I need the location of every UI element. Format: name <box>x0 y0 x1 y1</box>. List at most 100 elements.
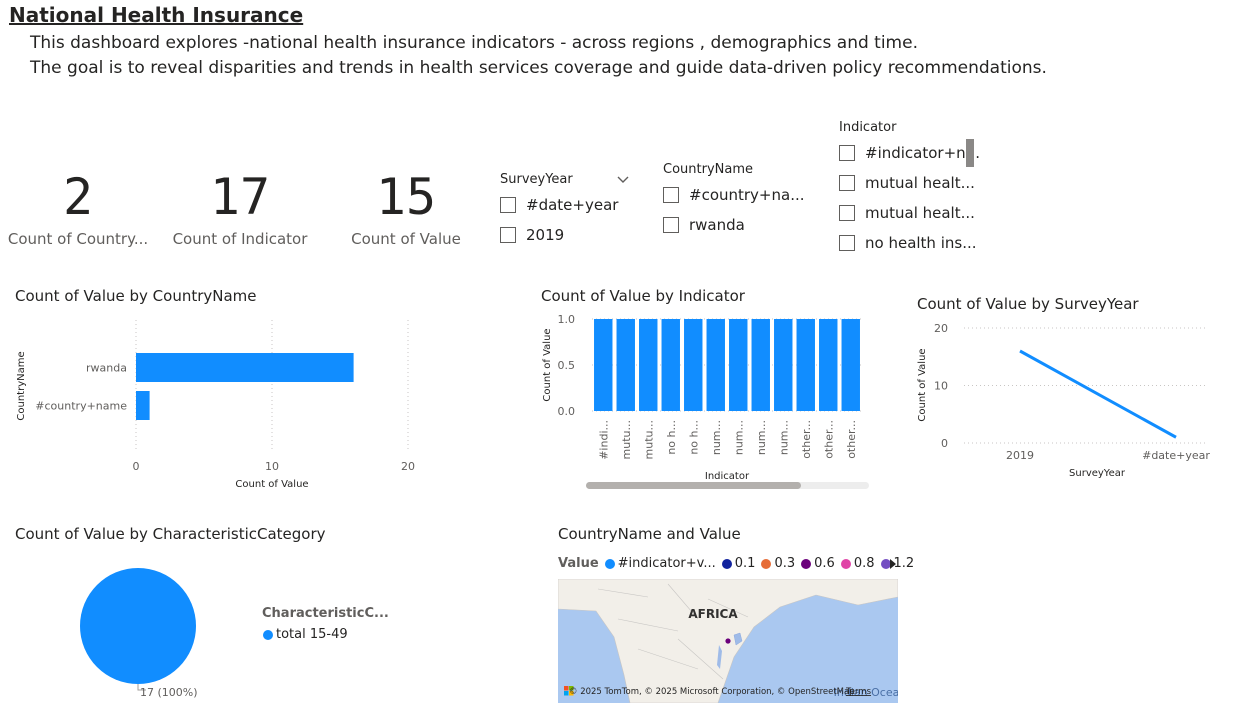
tick-label: 20 <box>934 322 948 335</box>
slicer-scrollbar[interactable] <box>966 139 974 167</box>
microsoft-logo-icon <box>569 691 574 696</box>
legend-item-label: 1.2 <box>893 556 915 571</box>
microsoft-logo-icon <box>564 686 569 691</box>
checkbox[interactable] <box>839 145 855 161</box>
bar[interactable] <box>706 319 725 411</box>
map-region-label: AFRICA <box>688 607 738 621</box>
checkbox[interactable] <box>663 187 679 203</box>
checkbox[interactable] <box>839 235 855 251</box>
kpi-value: 15 <box>375 168 437 226</box>
bar[interactable] <box>684 319 703 411</box>
kpi-card-value[interactable]: 15 Count of Value <box>326 168 486 248</box>
slicer-option[interactable]: #country+na... <box>663 186 805 204</box>
bar-chart-indicator[interactable]: 0.0 0.5 1.0 #indi... mutu... mutu... no h... no… <box>538 308 878 493</box>
microsoft-logo-icon <box>569 686 574 691</box>
bar[interactable] <box>594 319 613 411</box>
line-chart-year[interactable]: 0 10 20 2019 #date+year SurveyYear Count of Va… <box>912 315 1232 485</box>
slicer-option[interactable]: #date+year <box>500 196 630 214</box>
slicer-survey-year: SurveyYear #date+year 2019 <box>500 172 630 244</box>
slicer-option[interactable]: 2019 <box>500 226 630 244</box>
category-label: other... <box>800 420 813 459</box>
bar[interactable] <box>796 319 815 411</box>
legend-dot <box>761 558 772 569</box>
map-legend-title: Value <box>558 556 599 571</box>
bar[interactable] <box>616 319 635 411</box>
slicer-option[interactable]: mutual healt... <box>839 204 979 222</box>
legend-item-label: 0.6 <box>814 556 835 571</box>
bar[interactable] <box>751 319 770 411</box>
map-lake <box>717 645 722 669</box>
pie-data-label: 17 (100%) <box>140 686 198 699</box>
legend-dot <box>263 629 273 640</box>
chevron-down-icon[interactable] <box>616 175 630 185</box>
slicer-option[interactable]: rwanda <box>663 216 803 234</box>
legend-item-label: #indicator+v... <box>617 556 716 571</box>
pie-slice[interactable] <box>80 568 196 684</box>
map-borders <box>597 583 749 680</box>
bar-chart-country[interactable]: 0 10 20 rwanda #country+name Count of Value Co… <box>10 310 480 495</box>
map-attribution: © 2025 TomTom, © 2025 Microsoft Corporat… <box>569 687 855 697</box>
category-label: num... <box>710 420 723 455</box>
checkbox[interactable] <box>500 227 516 243</box>
tick-label: 0.0 <box>558 405 576 418</box>
bar[interactable] <box>729 319 748 411</box>
kpi-label: Count of Indicator <box>172 230 308 248</box>
chart-title: CountryName and Value <box>558 525 741 543</box>
kpi-label: Count of Value <box>351 230 461 248</box>
slicer-option[interactable]: no health ins... <box>839 234 979 252</box>
category-label: #country+name <box>35 400 127 413</box>
category-label: mutu... <box>620 420 633 459</box>
tick-label: 10 <box>265 460 279 473</box>
pie-chart-category[interactable] <box>70 560 230 710</box>
tick-label: 1.0 <box>558 313 576 326</box>
checkbox[interactable] <box>663 217 679 233</box>
map-terms-link[interactable]: Terms <box>845 687 872 697</box>
category-label: no h... <box>665 420 678 455</box>
bar[interactable] <box>639 319 658 411</box>
chart-title: Count of Value by SurveyYear <box>917 295 1139 313</box>
map-lake <box>733 632 743 646</box>
page-title: National Health Insurance <box>9 3 304 27</box>
slicer-option[interactable]: mutual healt... <box>839 174 979 192</box>
tick-label: 20 <box>401 460 415 473</box>
bar[interactable] <box>819 319 838 411</box>
checkbox[interactable] <box>839 205 855 221</box>
checkbox[interactable] <box>500 197 516 213</box>
slicer-option[interactable]: #indicator+n... <box>839 144 980 162</box>
category-label: num... <box>732 420 745 455</box>
kpi-card-indicator[interactable]: 17 Count of Indicator <box>160 168 320 248</box>
slicer-title: Indicator <box>839 120 897 135</box>
map-point <box>725 638 731 644</box>
category-label: mutu... <box>642 420 655 459</box>
description-line-2: The goal is to reveal disparities and tr… <box>30 58 1047 78</box>
kpi-card-country[interactable]: 2 Count of Country... <box>0 168 158 248</box>
chart-title: Count of Value by CountryName <box>15 287 257 305</box>
kpi-label: Count of Country... <box>7 230 149 248</box>
bar[interactable] <box>136 353 354 382</box>
scrollbar-thumb[interactable] <box>586 482 801 489</box>
map-ocean-label: Indian Ocean <box>834 686 898 699</box>
bar[interactable] <box>841 319 860 411</box>
legend-item-label: 0.1 <box>734 556 756 571</box>
bar[interactable] <box>136 391 150 420</box>
y-axis-title: Count of Value <box>542 328 553 401</box>
category-label: num... <box>755 420 768 455</box>
legend-item[interactable]: total 15-49 <box>257 627 348 642</box>
legend-dot <box>721 558 732 569</box>
x-axis-title: Count of Value <box>235 479 308 490</box>
bar[interactable] <box>774 319 793 411</box>
series-line[interactable] <box>1019 349 1177 439</box>
legend-item-label: 0.3 <box>774 556 796 571</box>
bar[interactable] <box>661 319 680 411</box>
chevron-right-icon[interactable] <box>889 558 897 570</box>
checkbox[interactable] <box>839 175 855 191</box>
tick-label: 0.5 <box>558 359 576 372</box>
kpi-value: 2 <box>62 168 94 226</box>
category-label: rwanda <box>86 362 127 375</box>
x-axis-title: SurveyYear <box>1069 468 1126 479</box>
map-visual[interactable]: AFRICA Indian Ocean© 2025 TomTom, © 2025 … <box>558 579 898 703</box>
tick-label: 0 <box>941 437 948 450</box>
category-label: 2019 <box>1006 449 1034 462</box>
y-axis-title: Count of Value <box>917 348 928 421</box>
slicer-country-name: CountryName #country+na... rwanda <box>663 162 805 234</box>
